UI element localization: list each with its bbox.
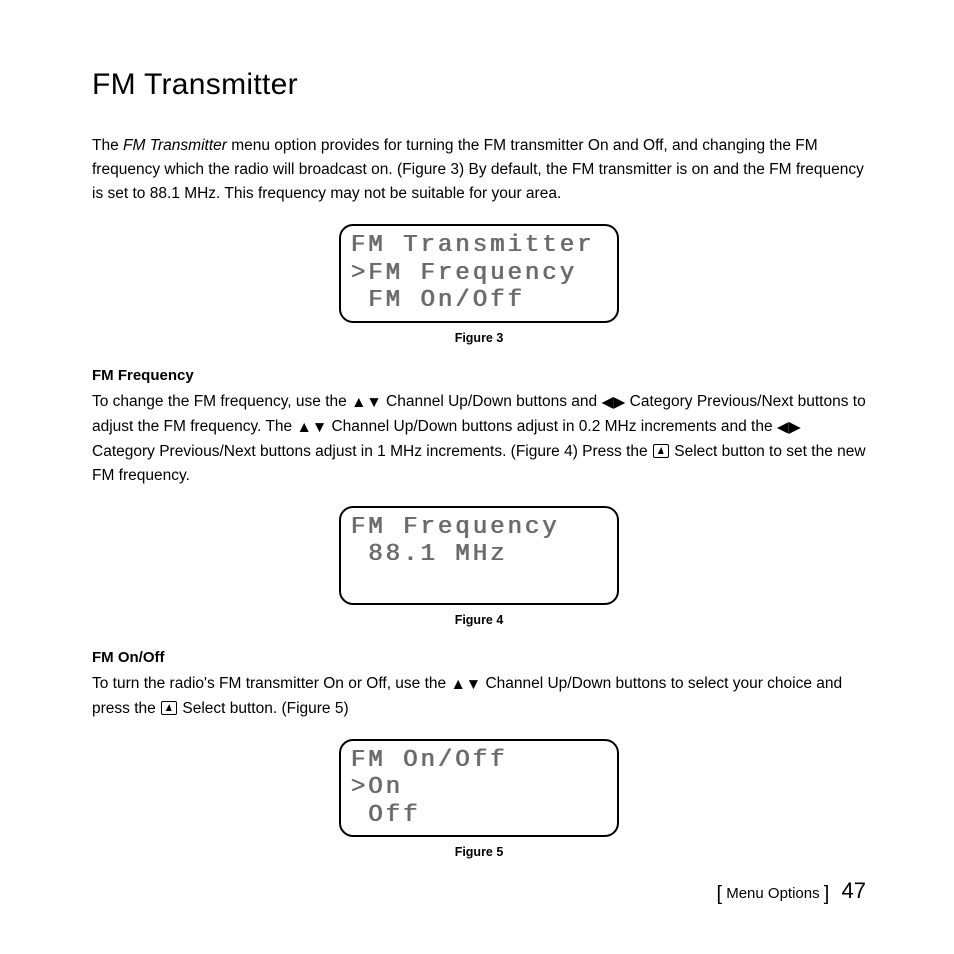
fm-frequency-paragraph: To change the FM frequency, use the ▲▼ C…: [92, 390, 866, 488]
lcd-line: >On: [351, 774, 607, 802]
select-icon: [653, 444, 669, 458]
figure-4: FM Frequency 88.1 MHz: [92, 506, 866, 605]
intro-italic: FM Transmitter: [123, 137, 227, 154]
select-icon: [161, 701, 177, 715]
figure-4-caption: Figure 4: [92, 613, 866, 627]
lcd-line: FM Frequency: [351, 514, 607, 542]
up-down-icon: ▲▼: [450, 673, 481, 697]
fm-frequency-heading: FM Frequency: [92, 367, 866, 384]
up-down-icon: ▲▼: [351, 391, 382, 415]
lcd-line: FM Transmitter: [351, 232, 607, 260]
fm-onoff-paragraph: To turn the radio's FM transmitter On or…: [92, 672, 866, 721]
footer-section: Menu Options: [726, 885, 819, 902]
lcd-line: >FM Frequency: [351, 260, 607, 288]
fm-onoff-heading: FM On/Off: [92, 649, 866, 666]
text: Channel Up/Down buttons and: [382, 393, 602, 410]
page-number: 47: [842, 878, 866, 903]
text: Channel Up/Down buttons adjust in 0.2 MH…: [327, 418, 777, 435]
intro-pre: The: [92, 137, 123, 154]
lcd-line: FM On/Off: [351, 747, 607, 775]
bracket-left-icon: [: [716, 883, 722, 905]
lcd-screen-3: FM Transmitter >FM Frequency FM On/Off: [339, 224, 619, 323]
up-down-icon: ▲▼: [296, 416, 327, 440]
page-footer: [ Menu Options ] 47: [716, 878, 866, 906]
figure-3-caption: Figure 3: [92, 331, 866, 345]
lcd-line: Off: [351, 802, 607, 830]
text: Category Previous/Next buttons adjust in…: [92, 443, 652, 460]
lcd-line: 88.1 MHz: [351, 541, 607, 569]
bracket-right-icon: ]: [824, 883, 830, 905]
lcd-line: [351, 569, 607, 597]
figure-5-caption: Figure 5: [92, 845, 866, 859]
text: To change the FM frequency, use the: [92, 393, 351, 410]
text: To turn the radio's FM transmitter On or…: [92, 675, 450, 692]
figure-5: FM On/Off >On Off: [92, 739, 866, 838]
figure-3: FM Transmitter >FM Frequency FM On/Off: [92, 224, 866, 323]
lcd-line: FM On/Off: [351, 287, 607, 315]
text: Select button. (Figure 5): [178, 700, 349, 717]
intro-paragraph: The FM Transmitter menu option provides …: [92, 134, 866, 206]
left-right-icon: ◀▶: [601, 391, 625, 415]
lcd-screen-4: FM Frequency 88.1 MHz: [339, 506, 619, 605]
page-title: FM Transmitter: [92, 68, 866, 102]
lcd-screen-5: FM On/Off >On Off: [339, 739, 619, 838]
left-right-icon: ◀▶: [777, 416, 801, 440]
